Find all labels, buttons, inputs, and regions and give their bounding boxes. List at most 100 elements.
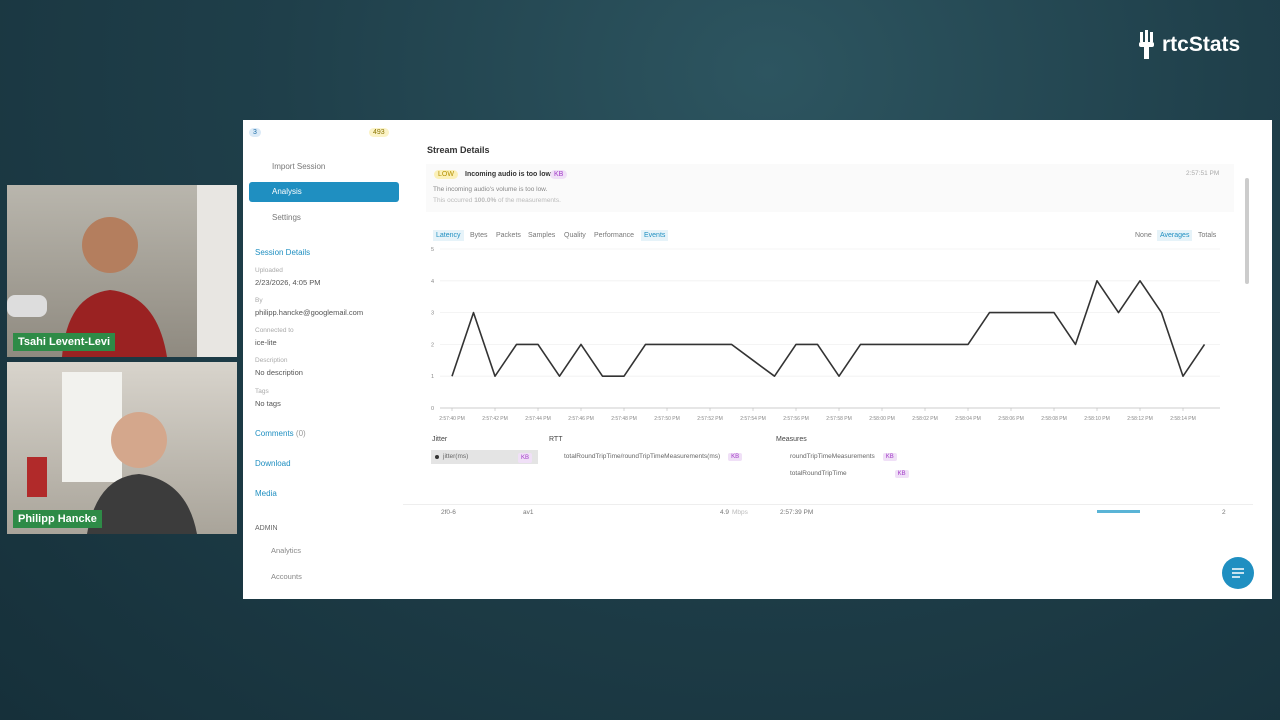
chat-button[interactable] (1222, 557, 1254, 589)
link[interactable]: Media (255, 489, 277, 498)
alert-time: 2:57:51 PM (1186, 170, 1220, 177)
mode[interactable]: None (1135, 232, 1152, 239)
video-tile: Tsahi Levent-Levi (7, 185, 237, 357)
table-row[interactable]: 2f0-6 av1 4.9 Mbps 2:57:39 PM 2 (403, 504, 1253, 519)
y-tick-label: 4 (431, 279, 434, 285)
tag: KB (882, 453, 897, 461)
mode[interactable]: Totals (1198, 232, 1217, 239)
metric-item[interactable]: roundTripTimeMeasurements KB (778, 450, 897, 464)
link-text: Comments (255, 429, 294, 438)
section-title: ADMIN (255, 525, 278, 532)
x-tick-label: 2:58:14 PM (1170, 416, 1196, 422)
x-tick-label: 2:57:44 PM (525, 416, 551, 422)
field-label: Description (255, 357, 288, 364)
tab[interactable]: Packets (496, 232, 521, 239)
alert-title: Incoming audio is too low (465, 171, 551, 178)
x-tick-label: 2:57:52 PM (697, 416, 723, 422)
x-tick-label: 2:57:42 PM (482, 416, 508, 422)
x-tick-label: 2:57:40 PM (439, 416, 465, 422)
tab[interactable]: Samples (528, 232, 556, 239)
app-window: 3 493 Import Session Analysis Settings S… (243, 120, 1272, 599)
tag: KB (550, 170, 568, 179)
x-tick-label: 2:57:46 PM (568, 416, 594, 422)
alert: LOW Incoming audio is too low KB 2:57:51… (426, 164, 1234, 212)
metric-label: totalRoundTripTime/roundTripTimeMeasurem… (564, 453, 721, 460)
brand: rtcStats (1138, 30, 1240, 60)
brand-name: rtcStats (1162, 33, 1241, 56)
section-title: Stream Details (427, 145, 490, 155)
tab[interactable]: Performance (594, 232, 635, 239)
scrollbar[interactable] (1245, 178, 1249, 284)
legend-title: RTT (549, 436, 563, 443)
tag: KB (894, 470, 909, 478)
text: This occurred (433, 197, 473, 204)
field-label: Tags (255, 388, 269, 395)
legend-swatch (435, 455, 439, 459)
field-value: ice-lite (255, 338, 277, 347)
chart: 0 1 2 3 4 5 2:57:40 PM 2:57:42 PM 2:57:44 PM 2:57… (431, 247, 1220, 422)
field-value[interactable]: No description (255, 368, 303, 377)
field-value[interactable]: No tags (255, 399, 281, 408)
count: (0) (295, 429, 306, 438)
video-frame (27, 372, 197, 534)
cell: 2 (1222, 509, 1226, 516)
participant-name: Philipp Hancke (13, 510, 102, 528)
alert-text: The incoming audio's volume is too low. (433, 186, 548, 193)
field-value: 2/23/2026, 4:05 PM (255, 278, 321, 287)
field-label: By (255, 297, 263, 304)
brand-icon (1139, 30, 1154, 59)
x-tick-label: 2:58:12 PM (1127, 416, 1153, 422)
x-tick-label: 2:58:02 PM (912, 416, 938, 422)
x-tick-label: 2:58:04 PM (955, 416, 981, 422)
tab[interactable]: Quality (564, 232, 586, 239)
admin-link[interactable]: Accounts (271, 572, 302, 581)
legend-title: Measures (776, 436, 807, 443)
metric-item[interactable]: totalRoundTripTime KB (778, 467, 909, 481)
cell: 4.9 (720, 509, 730, 516)
tab[interactable]: Latency (433, 230, 464, 241)
y-tick-label: 3 (431, 311, 434, 317)
field-label: Uploaded (255, 267, 283, 274)
section-toggle[interactable]: Session Details (255, 248, 311, 257)
nav-item[interactable]: Settings (272, 213, 301, 222)
nav-item[interactable]: Import Session (272, 162, 326, 171)
tab[interactable]: Bytes (470, 232, 488, 239)
y-tick-label: 2 (431, 342, 434, 348)
progress-bar (1097, 510, 1140, 513)
mode[interactable]: Averages (1157, 230, 1193, 241)
percentage: 100.0% (474, 197, 497, 204)
legend-title: Jitter (432, 436, 448, 443)
y-tick-label: 1 (431, 374, 434, 380)
metric-item[interactable]: totalRoundTripTime/roundTripTimeMeasurem… (552, 450, 743, 464)
x-tick-label: 2:58:08 PM (1041, 416, 1067, 422)
participant-name: Tsahi Levent-Levi (13, 333, 116, 351)
metric-label: totalRoundTripTime (790, 470, 847, 477)
x-tick-label: 2:57:56 PM (783, 416, 809, 422)
nav-item-active[interactable]: Analysis (249, 182, 399, 202)
x-tick-label: 2:58:10 PM (1084, 416, 1110, 422)
link[interactable]: Download (255, 459, 291, 468)
x-tick-label: 2:57:50 PM (654, 416, 680, 422)
field-label: Connected to (255, 327, 294, 334)
cell: av1 (523, 509, 534, 516)
alert-level: LOW (434, 170, 458, 179)
tab[interactable]: Events (641, 230, 669, 241)
chat-icon (1232, 568, 1244, 578)
legend-item[interactable]: jitter(ms) KB (431, 450, 538, 464)
x-tick-label: 2:57:54 PM (740, 416, 766, 422)
text: of the measurements. (498, 197, 561, 204)
alert-occurrence: This occurred 100.0% of the measurements… (433, 197, 561, 204)
x-tick-label: 2:58:06 PM (998, 416, 1024, 422)
comments-link[interactable]: Comments (0) (255, 429, 306, 438)
badge: 493 (369, 128, 389, 137)
legend-label: jitter(ms) (443, 453, 469, 460)
y-tick-label: 0 (431, 406, 434, 412)
data-line (451, 279, 1206, 377)
badge: 3 (249, 128, 261, 137)
field-value: philipp.hancke@googlemail.com (255, 308, 364, 317)
cell: 2:57:39 PM (780, 509, 814, 516)
video-tile: Philipp Hancke (7, 362, 237, 534)
tag: KB (517, 453, 532, 463)
x-tick-label: 2:58:00 PM (869, 416, 895, 422)
admin-link[interactable]: Analytics (271, 546, 302, 555)
